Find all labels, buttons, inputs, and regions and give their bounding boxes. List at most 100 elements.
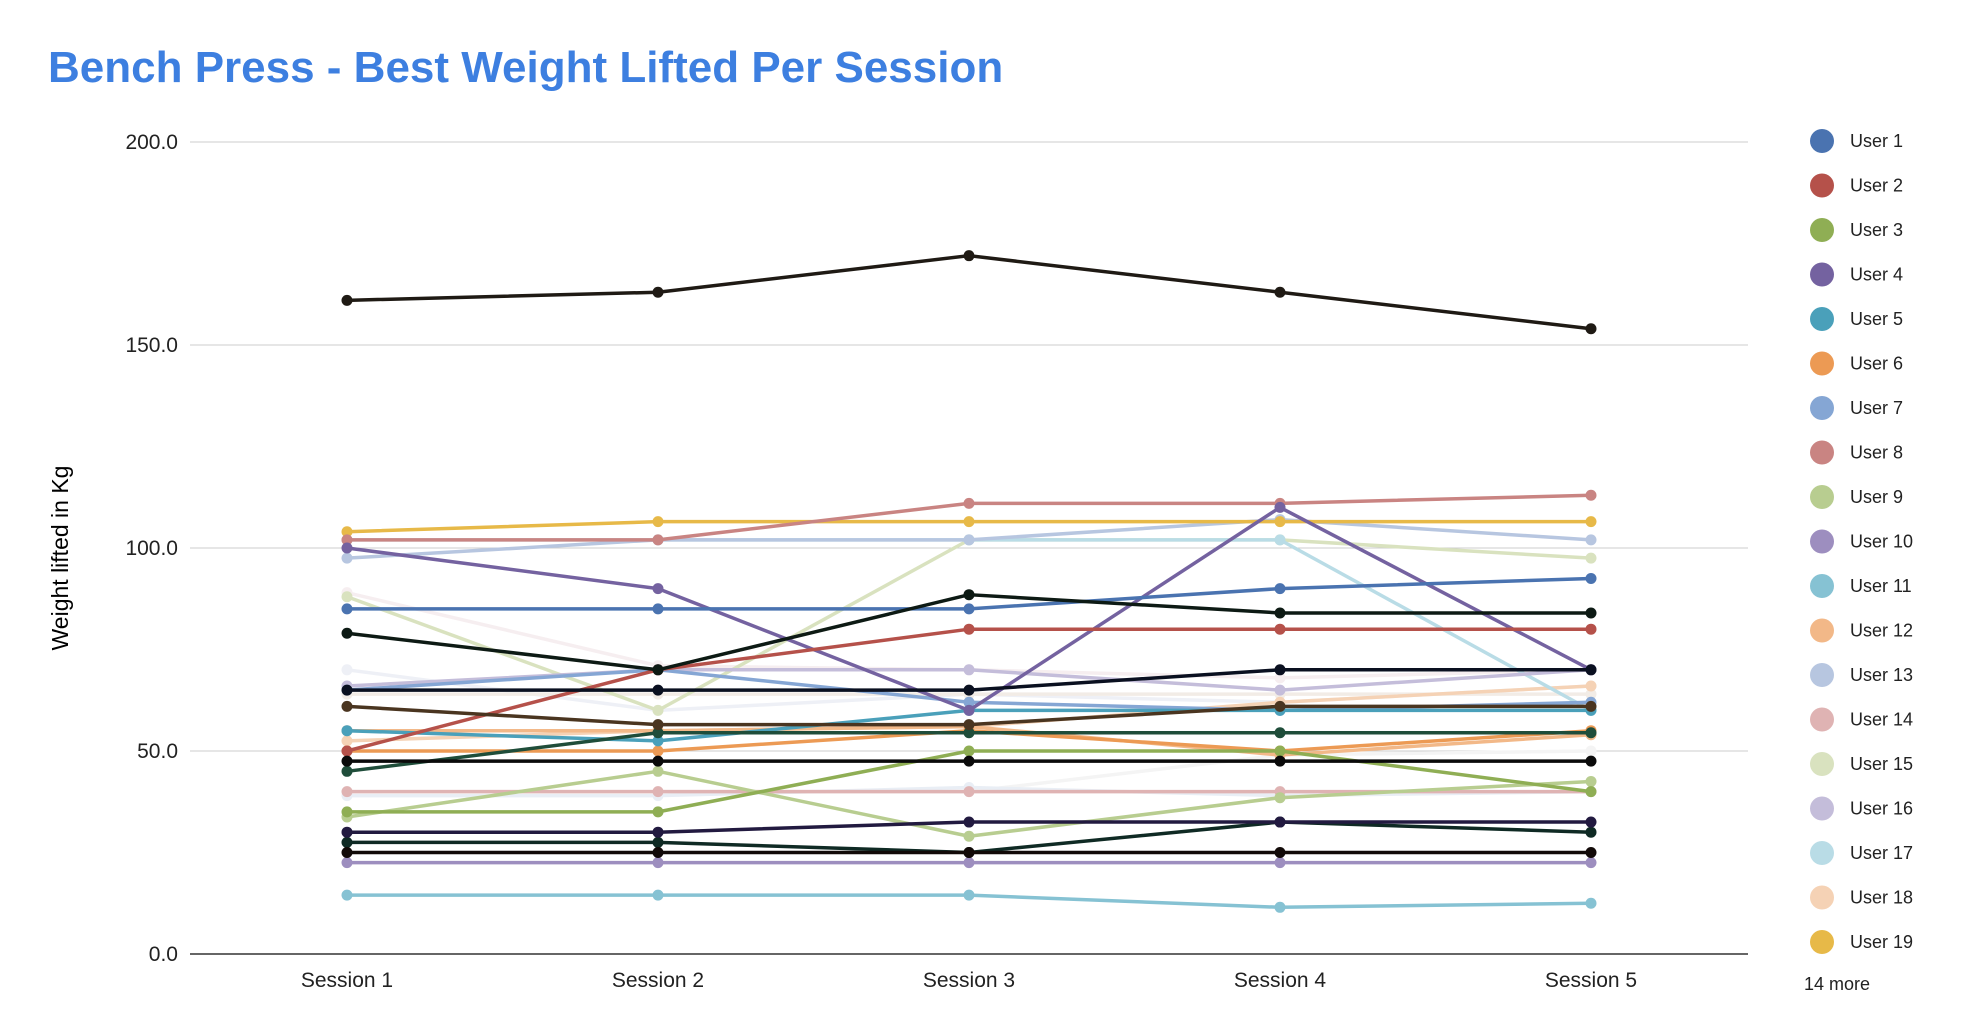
legend-item[interactable]: User 17 xyxy=(1810,841,1913,865)
legend-item[interactable]: User 2 xyxy=(1810,173,1903,198)
data-point[interactable] xyxy=(1585,572,1597,584)
series-user-9[interactable] xyxy=(341,765,1597,842)
data-point[interactable] xyxy=(1274,700,1286,712)
data-point[interactable] xyxy=(1585,847,1597,858)
data-point[interactable] xyxy=(652,719,664,731)
data-point[interactable] xyxy=(1274,901,1286,913)
data-point[interactable] xyxy=(1585,700,1597,712)
data-point[interactable] xyxy=(1585,607,1597,619)
series-user-1[interactable] xyxy=(341,572,1597,615)
data-point[interactable] xyxy=(963,857,975,869)
series-user-22[interactable] xyxy=(341,664,1597,696)
data-point[interactable] xyxy=(652,806,664,818)
data-point[interactable] xyxy=(341,826,353,838)
data-point[interactable] xyxy=(341,765,353,777)
data-point[interactable] xyxy=(963,516,975,528)
data-point[interactable] xyxy=(1585,489,1597,501)
legend-item[interactable]: User 8 xyxy=(1810,440,1903,465)
legend-item[interactable]: User 10 xyxy=(1810,529,1913,554)
data-point[interactable] xyxy=(1585,688,1597,700)
data-point[interactable] xyxy=(652,583,664,595)
legend-item[interactable]: User 14 xyxy=(1810,707,1913,732)
data-point[interactable] xyxy=(341,725,353,737)
data-point[interactable] xyxy=(1274,847,1286,858)
data-point[interactable] xyxy=(341,294,353,306)
data-point[interactable] xyxy=(1585,775,1597,787)
data-point[interactable] xyxy=(1274,623,1286,635)
data-point[interactable] xyxy=(1274,857,1286,869)
series-user-23[interactable] xyxy=(341,700,1597,731)
data-point[interactable] xyxy=(1585,897,1597,909)
data-point[interactable] xyxy=(652,857,664,869)
data-point[interactable] xyxy=(341,857,353,869)
data-point[interactable] xyxy=(963,830,975,842)
data-point[interactable] xyxy=(341,526,353,538)
data-point[interactable] xyxy=(1274,684,1286,696)
data-point[interactable] xyxy=(1274,664,1286,676)
data-point[interactable] xyxy=(1274,727,1286,739)
data-point[interactable] xyxy=(1585,786,1597,798)
data-point[interactable] xyxy=(341,755,353,767)
data-point[interactable] xyxy=(1585,745,1597,757)
data-point[interactable] xyxy=(1274,745,1286,757)
data-point[interactable] xyxy=(341,745,353,757)
data-point[interactable] xyxy=(1585,826,1597,838)
data-point[interactable] xyxy=(1274,583,1286,595)
data-point[interactable] xyxy=(652,755,664,767)
series-user-10[interactable] xyxy=(341,857,1597,869)
data-point[interactable] xyxy=(963,816,975,828)
data-point[interactable] xyxy=(652,889,664,901)
data-point[interactable] xyxy=(652,603,664,615)
data-point[interactable] xyxy=(341,534,353,546)
data-point[interactable] xyxy=(652,745,664,757)
data-point[interactable] xyxy=(963,534,975,546)
data-point[interactable] xyxy=(341,836,353,848)
data-point[interactable] xyxy=(341,591,353,603)
data-point[interactable] xyxy=(652,684,664,696)
legend-item[interactable]: User 19 xyxy=(1810,930,1913,954)
legend-item[interactable]: User 3 xyxy=(1810,218,1903,242)
data-point[interactable] xyxy=(341,786,353,798)
legend-more-label[interactable]: 14 more xyxy=(1804,974,1870,994)
legend-item[interactable]: User 12 xyxy=(1810,618,1913,643)
legend-item[interactable]: User 7 xyxy=(1810,396,1903,420)
legend-item[interactable]: User 4 xyxy=(1810,262,1903,287)
data-point[interactable] xyxy=(963,727,975,739)
series-user-11[interactable] xyxy=(341,889,1597,913)
data-point[interactable] xyxy=(652,286,664,298)
legend-item[interactable]: User 11 xyxy=(1810,574,1912,598)
series-user-3[interactable] xyxy=(341,745,1597,818)
legend-item[interactable]: User 18 xyxy=(1810,885,1913,910)
data-point[interactable] xyxy=(1585,516,1597,528)
data-point[interactable] xyxy=(652,534,664,546)
data-point[interactable] xyxy=(652,765,664,777)
data-point[interactable] xyxy=(652,826,664,838)
legend-item[interactable]: User 9 xyxy=(1810,485,1903,509)
data-point[interactable] xyxy=(963,250,975,262)
legend-item[interactable]: User 15 xyxy=(1810,752,1913,776)
data-point[interactable] xyxy=(341,847,353,858)
legend-item[interactable]: User 1 xyxy=(1810,129,1903,153)
data-point[interactable] xyxy=(341,889,353,901)
data-point[interactable] xyxy=(963,696,975,708)
data-point[interactable] xyxy=(652,704,664,716)
data-point[interactable] xyxy=(963,684,975,696)
data-point[interactable] xyxy=(1274,286,1286,298)
data-point[interactable] xyxy=(1585,323,1597,335)
data-point[interactable] xyxy=(963,704,975,716)
series-user-25[interactable] xyxy=(341,755,1597,767)
legend-item[interactable]: User 16 xyxy=(1810,796,1913,821)
data-point[interactable] xyxy=(963,755,975,767)
data-point[interactable] xyxy=(963,889,975,901)
data-point[interactable] xyxy=(1585,664,1597,676)
data-point[interactable] xyxy=(341,603,353,615)
data-point[interactable] xyxy=(652,735,664,747)
data-point[interactable] xyxy=(1274,534,1286,546)
data-point[interactable] xyxy=(1274,501,1286,513)
data-point[interactable] xyxy=(963,603,975,615)
data-point[interactable] xyxy=(963,786,975,798)
data-point[interactable] xyxy=(1585,680,1597,692)
data-point[interactable] xyxy=(1274,672,1286,684)
data-point[interactable] xyxy=(341,627,353,639)
data-point[interactable] xyxy=(1585,816,1597,828)
